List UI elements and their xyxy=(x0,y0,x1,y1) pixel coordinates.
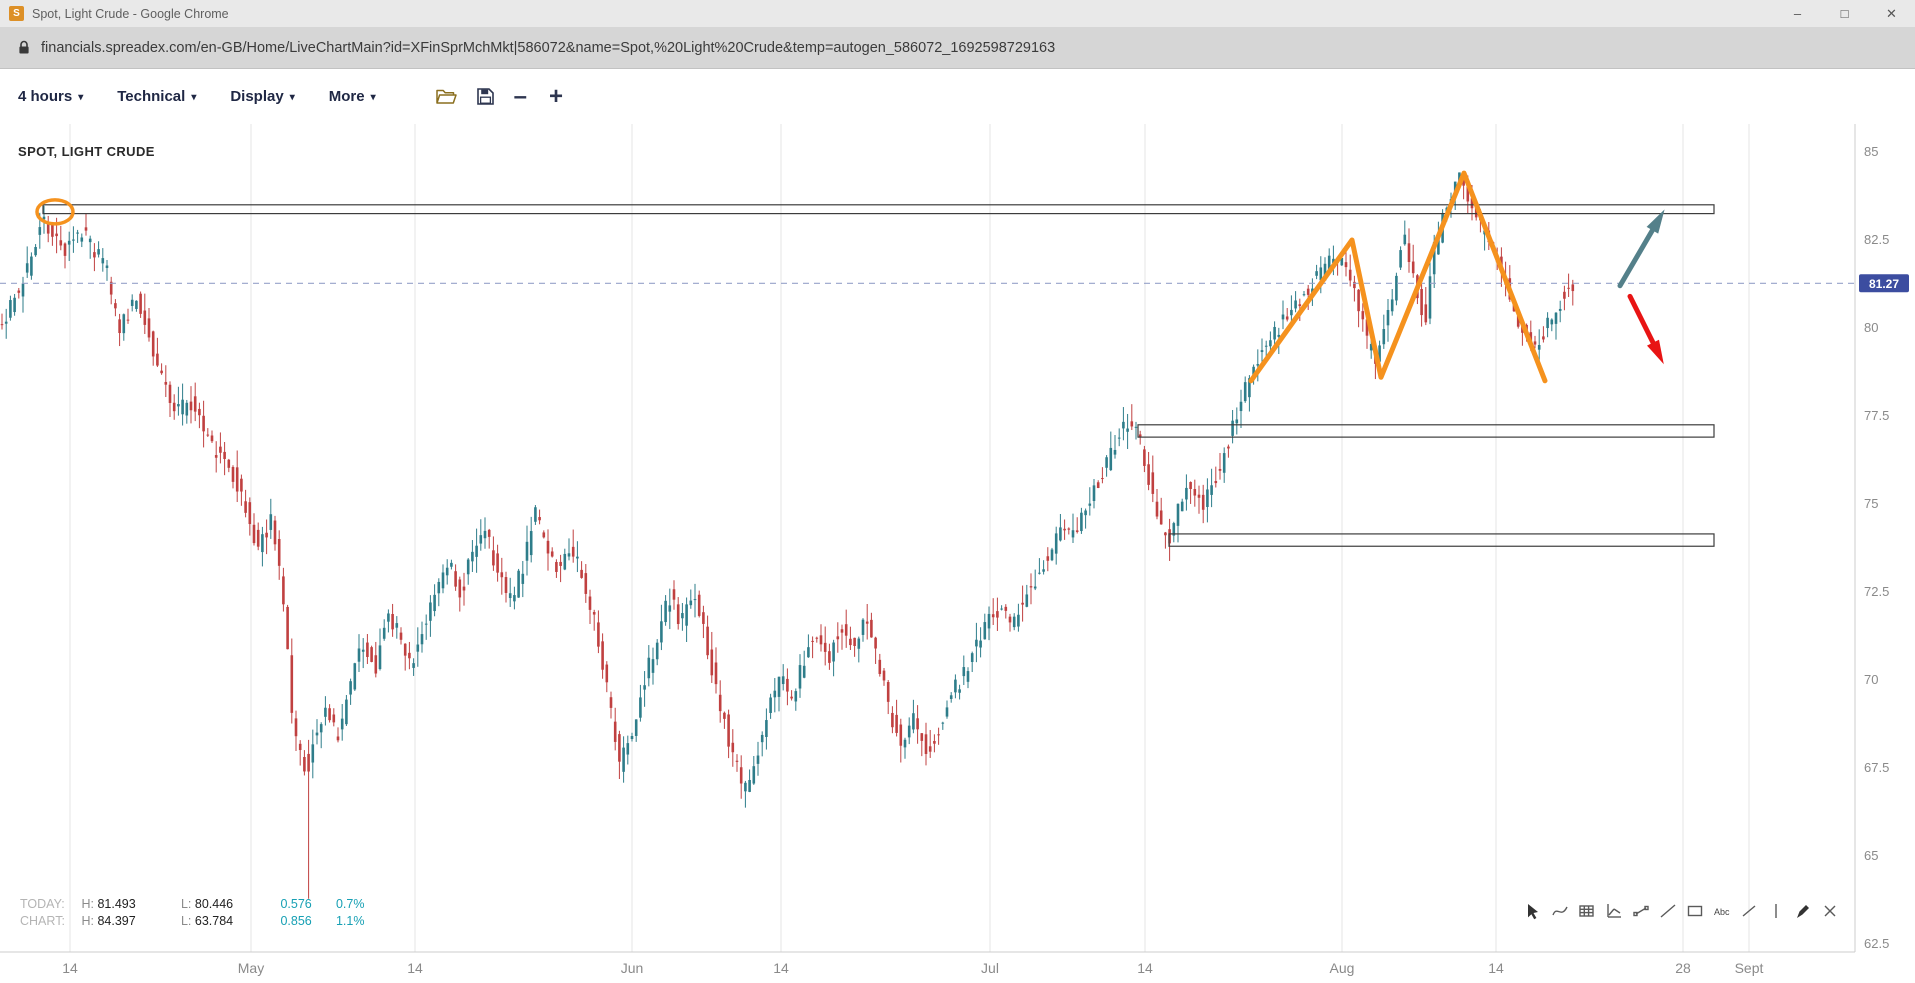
today-low-value: 80.446 xyxy=(194,897,234,911)
chart-title: SPOT, LIGHT CRUDE xyxy=(18,144,155,159)
chart-change-pct: 1.1% xyxy=(335,914,365,928)
chevron-down-icon: ▾ xyxy=(289,92,295,103)
svg-text:14: 14 xyxy=(62,960,78,976)
ray-tool-icon[interactable] xyxy=(1740,902,1758,920)
chevron-down-icon: ▾ xyxy=(78,92,84,103)
svg-text:77.5: 77.5 xyxy=(1864,408,1889,423)
lock-icon xyxy=(19,40,29,54)
zoom-in-button[interactable]: + xyxy=(548,82,563,110)
display-menu-label: Display xyxy=(230,88,284,105)
svg-text:Sept: Sept xyxy=(1735,960,1764,976)
chart-high-value: 84.397 xyxy=(97,914,136,928)
window-controls: – □ ✕ xyxy=(1774,0,1915,27)
svg-text:62.5: 62.5 xyxy=(1864,936,1889,951)
timeframe-menu[interactable]: 4 hours ▾ xyxy=(18,88,83,105)
maximize-button[interactable]: □ xyxy=(1840,6,1849,21)
svg-text:14: 14 xyxy=(407,960,423,976)
save-chart-button[interactable] xyxy=(476,88,494,105)
low-label: L: xyxy=(180,914,192,928)
pointer-tool-icon[interactable] xyxy=(1524,902,1542,920)
svg-text:65: 65 xyxy=(1864,848,1878,863)
svg-text:72.5: 72.5 xyxy=(1864,584,1889,599)
today-high-value: 81.493 xyxy=(97,897,136,911)
text-tool-icon[interactable]: Abc xyxy=(1713,902,1731,920)
chart-change-value: 0.856 xyxy=(280,914,312,928)
svg-text:82.5: 82.5 xyxy=(1864,232,1889,247)
status-row-today: TODAY: H: 81.493 L: 80.446 0.576 0.7% xyxy=(20,896,388,913)
svg-text:Jul: Jul xyxy=(981,960,999,976)
chart-low-value: 63.784 xyxy=(194,914,234,928)
svg-text:80: 80 xyxy=(1864,320,1878,335)
today-change-value: 0.576 xyxy=(280,897,312,911)
svg-text:75: 75 xyxy=(1864,496,1878,511)
chevron-down-icon: ▾ xyxy=(191,92,197,103)
chart-area: 14 May 14 Jun 14 Jul 14 Aug 14 28 Sept 85 82.5 80 77.5… xyxy=(0,124,1915,983)
grid-tool-icon[interactable] xyxy=(1578,902,1596,920)
svg-text:May: May xyxy=(238,960,264,976)
display-menu[interactable]: Display ▾ xyxy=(230,88,294,105)
more-menu[interactable]: More ▾ xyxy=(329,88,376,105)
more-menu-label: More xyxy=(328,88,365,105)
curve-tool-icon[interactable] xyxy=(1551,902,1569,920)
svg-text:Abc: Abc xyxy=(1714,907,1730,917)
chart-status: TODAY: H: 81.493 L: 80.446 0.576 0.7% CH… xyxy=(20,896,388,930)
minimize-button[interactable]: – xyxy=(1793,6,1802,21)
marker-tool-icon[interactable] xyxy=(1794,902,1812,920)
svg-text:14: 14 xyxy=(1488,960,1504,976)
chart-toolbar: 4 hours ▾ Technical ▾ Display ▾ More ▾ –… xyxy=(0,69,1915,124)
zoom-out-button[interactable]: – xyxy=(513,82,527,110)
window-titlebar[interactable]: S Spot, Light Crude - Google Chrome – □ … xyxy=(0,0,1915,27)
close-drawing-toolbar-icon[interactable] xyxy=(1821,902,1839,920)
chevron-down-icon: ▾ xyxy=(370,92,376,103)
close-button[interactable]: ✕ xyxy=(1886,5,1897,21)
separator-tool-icon xyxy=(1767,902,1785,920)
svg-text:14: 14 xyxy=(1137,960,1153,976)
open-chart-button[interactable] xyxy=(435,88,457,105)
segment-tool-icon[interactable] xyxy=(1632,902,1650,920)
svg-text:67.5: 67.5 xyxy=(1864,760,1889,775)
site-favicon-icon: S xyxy=(9,6,24,21)
svg-text:Aug: Aug xyxy=(1330,960,1355,976)
rectangle-tool-icon[interactable] xyxy=(1686,902,1704,920)
high-label: H: xyxy=(81,897,94,911)
trendline-tool-icon[interactable] xyxy=(1659,902,1677,920)
chart-canvas[interactable]: 14 May 14 Jun 14 Jul 14 Aug 14 28 Sept 85 82.5 80 77.5… xyxy=(0,124,1915,983)
timeframe-menu-label: 4 hours xyxy=(18,88,73,105)
chart-label: CHART: xyxy=(20,914,65,928)
svg-text:70: 70 xyxy=(1864,672,1878,687)
url-text[interactable]: financials.spreadex.com/en-GB/Home/LiveC… xyxy=(41,39,1056,56)
today-label: TODAY: xyxy=(20,897,65,911)
technical-menu[interactable]: Technical ▾ xyxy=(117,88,196,105)
status-row-chart: CHART: H: 84.397 L: 63.784 0.856 1.1% xyxy=(20,913,388,930)
svg-text:14: 14 xyxy=(773,960,789,976)
svg-text:85: 85 xyxy=(1864,144,1878,159)
svg-text:81.27: 81.27 xyxy=(1869,277,1899,291)
technical-menu-label: Technical xyxy=(117,88,186,105)
save-icon xyxy=(476,88,494,105)
drawing-toolbar: Abc xyxy=(1524,902,1839,920)
window-title: Spot, Light Crude - Google Chrome xyxy=(32,6,229,21)
trend-chart-tool-icon[interactable] xyxy=(1605,902,1623,920)
svg-text:28: 28 xyxy=(1675,960,1691,976)
low-label: L: xyxy=(180,897,192,911)
today-change-pct: 0.7% xyxy=(335,897,365,911)
address-bar[interactable]: financials.spreadex.com/en-GB/Home/LiveC… xyxy=(0,27,1915,69)
open-folder-icon xyxy=(435,89,457,104)
svg-text:Jun: Jun xyxy=(621,960,644,976)
high-label: H: xyxy=(81,914,94,928)
